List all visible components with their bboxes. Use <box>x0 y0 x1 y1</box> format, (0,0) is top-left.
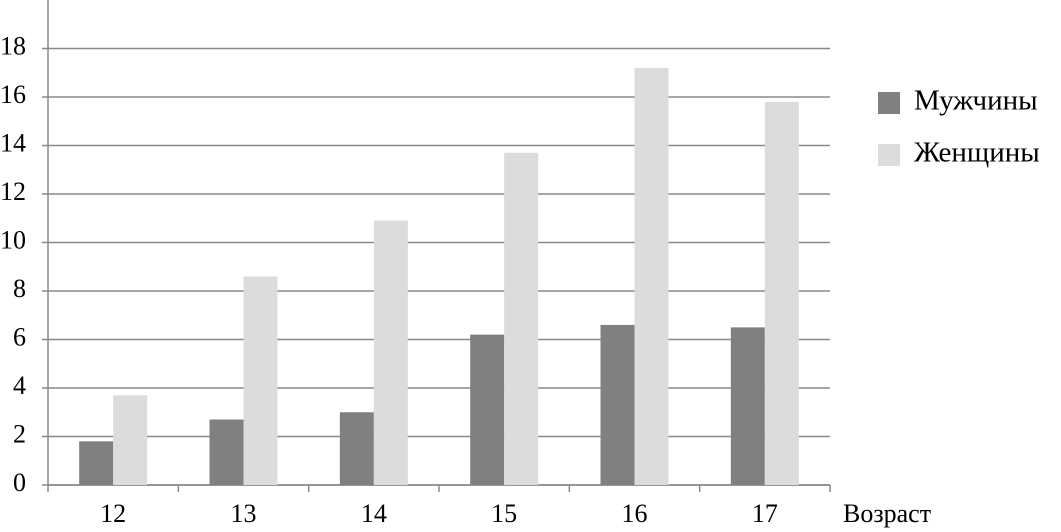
y-tick-label: 6 <box>13 322 26 351</box>
x-tick-label: 14 <box>361 499 387 528</box>
y-tick-label: 0 <box>13 468 26 497</box>
x-tick-label: 13 <box>231 499 257 528</box>
bar <box>730 327 765 485</box>
y-tick-label: 16 <box>0 80 26 109</box>
bar <box>339 412 374 485</box>
bar <box>470 334 505 485</box>
x-axis-label: Возраст <box>843 499 931 528</box>
bar <box>243 276 278 485</box>
y-tick-label: 18 <box>0 31 26 60</box>
bar <box>79 441 114 485</box>
legend-swatch <box>878 92 900 114</box>
y-tick-label: 2 <box>13 419 26 448</box>
bar <box>373 220 408 486</box>
bar <box>504 152 539 485</box>
bar <box>600 324 635 485</box>
bar <box>209 419 244 485</box>
bar <box>634 67 669 486</box>
bar <box>764 101 799 485</box>
y-tick-label: 10 <box>0 225 26 254</box>
y-tick-label: 12 <box>0 177 26 206</box>
y-tick-label: 14 <box>0 128 26 157</box>
legend-label: Женщины <box>914 137 1040 169</box>
x-tick-label: 16 <box>622 499 648 528</box>
legend-swatch <box>878 144 900 166</box>
y-tick-label: 4 <box>13 371 26 400</box>
x-tick-label: 12 <box>100 499 126 528</box>
bar <box>113 395 148 485</box>
x-tick-label: 17 <box>752 499 778 528</box>
legend-label: Мужчины <box>914 85 1038 117</box>
y-tick-label: 8 <box>13 274 26 303</box>
x-tick-label: 15 <box>491 499 517 528</box>
